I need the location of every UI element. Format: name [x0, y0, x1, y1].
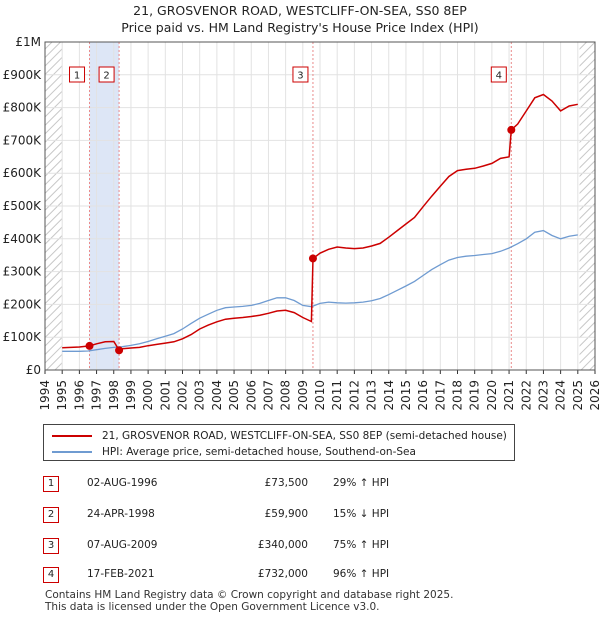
transaction-hpi-change: 75% ↑ HPI: [333, 539, 390, 551]
sale-marker-label: 1: [74, 71, 80, 82]
transaction-number-badge: 4: [43, 567, 59, 583]
transaction-hpi-change: 29% ↑ HPI: [333, 477, 390, 489]
x-tick-label: 2000: [141, 380, 155, 411]
chart-title: 21, GROSVENOR ROAD, WESTCLIFF-ON-SEA, SS…: [133, 3, 467, 18]
sale-marker-label: 4: [496, 71, 502, 82]
x-tick-label: 2008: [279, 380, 293, 411]
x-tick-label: 2016: [416, 380, 430, 411]
y-tick-label: £1M: [15, 35, 41, 49]
x-tick-label: 2017: [433, 380, 447, 411]
transaction-date: 17-FEB-2021: [87, 568, 155, 580]
x-tick-label: 2007: [261, 380, 275, 411]
x-tick-label: 2022: [519, 380, 533, 411]
transaction-price: £59,900: [264, 508, 308, 520]
transaction-date: 24-APR-1998: [87, 508, 155, 520]
transaction-price: £73,500: [264, 477, 308, 489]
y-tick-label: £700K: [3, 133, 43, 147]
transaction-row: 3 07-AUG-2009 £340,000 75% ↑ HPI: [43, 538, 583, 558]
transaction-hpi-change: 15% ↓ HPI: [333, 508, 390, 520]
sale-point: [507, 125, 516, 134]
x-tick-label: 2026: [588, 380, 600, 411]
y-tick-label: £900K: [3, 68, 43, 82]
sale-marker-badge: [69, 66, 86, 83]
x-tick-label: 2005: [227, 380, 241, 411]
chart-subtitle: Price paid vs. HM Land Registry's House …: [121, 20, 479, 35]
hpi-series-line: [62, 229, 578, 352]
transaction-price: £340,000: [257, 539, 308, 551]
legend-item-property: 21, GROSVENOR ROAD, WESTCLIFF-ON-SEA, SS…: [52, 428, 507, 444]
y-tick-label: £200K: [3, 297, 43, 311]
transaction-number-badge: 2: [43, 507, 59, 523]
x-tick-label: 2021: [502, 380, 516, 411]
x-tick-label: 1999: [124, 380, 138, 411]
x-tick-label: 2019: [468, 380, 482, 411]
y-tick-label: £400K: [3, 232, 43, 246]
x-tick-label: 1995: [55, 380, 69, 411]
legend-label-hpi: HPI: Average price, semi-detached house,…: [102, 446, 416, 458]
x-tick-label: 2009: [296, 380, 310, 411]
sale-marker-label: 2: [103, 71, 109, 82]
sale-marker-badge: [98, 66, 115, 83]
sale-marker-badge: [292, 66, 309, 83]
footer-copyright: Contains HM Land Registry data © Crown c…: [45, 589, 454, 601]
y-tick-label: £300K: [3, 265, 43, 279]
transaction-price: £732,000: [257, 568, 308, 580]
x-tick-label: 2024: [554, 380, 568, 411]
x-tick-label: 2002: [176, 380, 190, 411]
y-tick-label: £100K: [3, 330, 43, 344]
x-tick-label: 2018: [451, 380, 465, 411]
legend-swatch-property: [52, 435, 92, 437]
footer-licence: This data is licensed under the Open Gov…: [45, 601, 380, 613]
transaction-date: 02-AUG-1996: [87, 477, 158, 489]
x-tick-label: 2025: [571, 380, 585, 411]
transaction-hpi-change: 96% ↑ HPI: [333, 568, 390, 580]
y-tick-label: £500K: [3, 199, 43, 213]
legend-swatch-hpi: [52, 451, 92, 453]
x-tick-label: 2004: [210, 380, 224, 411]
x-tick-label: 1997: [90, 380, 104, 411]
x-tick-label: 2011: [330, 380, 344, 411]
legend: 21, GROSVENOR ROAD, WESTCLIFF-ON-SEA, SS…: [43, 424, 515, 461]
x-tick-label: 2023: [536, 380, 550, 411]
legend-label-property: 21, GROSVENOR ROAD, WESTCLIFF-ON-SEA, SS…: [102, 430, 507, 442]
legend-item-hpi: HPI: Average price, semi-detached house,…: [52, 444, 416, 460]
price-chart: 1 2 3 4 £0 £100K £200K £300K £400K £500K £600K £70…: [3, 35, 600, 411]
sale-point: [85, 341, 94, 350]
sale-point: [115, 346, 124, 355]
transaction-number-badge: 1: [43, 476, 59, 492]
property-series-line: [62, 93, 578, 351]
x-tick-label: 2012: [347, 380, 361, 411]
x-tick-label: 1996: [72, 380, 86, 411]
x-tick-label: 1998: [107, 380, 121, 411]
x-tick-label: 2013: [365, 380, 379, 411]
transaction-row: 4 17-FEB-2021 £732,000 96% ↑ HPI: [43, 567, 583, 587]
x-tick-label: 2014: [382, 380, 396, 411]
x-tick-label: 2010: [313, 380, 327, 411]
plot-frame: [44, 41, 596, 371]
x-tick-label: 2001: [158, 380, 172, 411]
transaction-row: 2 24-APR-1998 £59,900 15% ↓ HPI: [43, 507, 583, 527]
x-tick-label: 2006: [244, 380, 258, 411]
y-tick-label: £0: [26, 363, 41, 377]
x-tick-label: 1994: [38, 380, 52, 411]
y-tick-label: £600K: [3, 166, 43, 180]
sale-marker-badge: [490, 66, 507, 83]
transaction-row: 1 02-AUG-1996 £73,500 29% ↑ HPI: [43, 476, 583, 496]
sale-point: [308, 254, 317, 263]
sale-marker-label: 3: [297, 71, 303, 82]
transaction-number-badge: 3: [43, 538, 59, 554]
transaction-date: 07-AUG-2009: [87, 539, 158, 551]
x-tick-label: 2015: [399, 380, 413, 411]
y-tick-label: £800K: [3, 101, 43, 115]
x-tick-label: 2020: [485, 380, 499, 411]
x-tick-label: 2003: [193, 380, 207, 411]
